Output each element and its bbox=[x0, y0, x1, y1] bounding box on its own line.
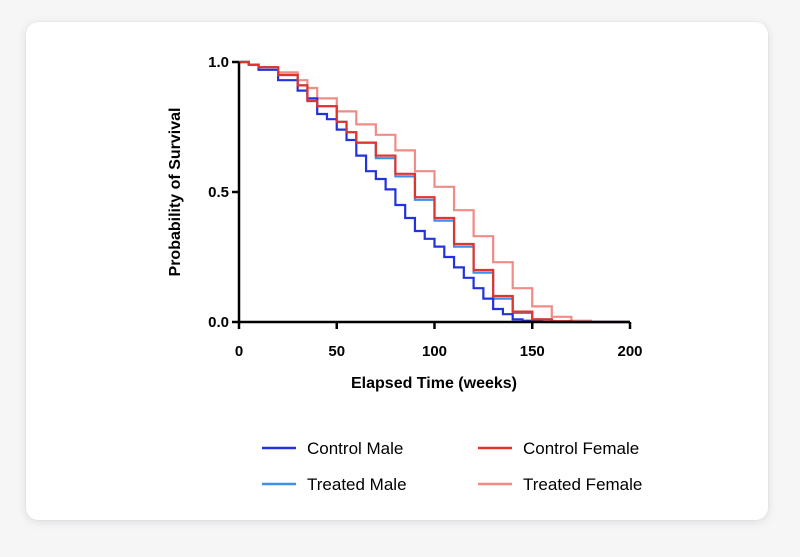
y-tick-label: 1.0 bbox=[208, 54, 229, 71]
y-tick-label: 0.5 bbox=[208, 184, 229, 201]
x-tick-label: 100 bbox=[422, 343, 447, 360]
x-tick-label: 0 bbox=[235, 343, 243, 360]
x-tick-label: 150 bbox=[520, 343, 545, 360]
x-axis-title: Elapsed Time (weeks) bbox=[351, 375, 517, 392]
series-layer bbox=[239, 60, 630, 324]
y-tick-label: 0.0 bbox=[208, 314, 229, 331]
x-tick-label: 200 bbox=[617, 343, 642, 360]
legend: Control Male Control Female Treated Male Tr… bbox=[262, 439, 642, 494]
ticks-layer: 0 50 100 150 200 0.0 0.5 1.0 bbox=[208, 54, 642, 360]
legend-label: Treated Female bbox=[523, 475, 642, 494]
chart-card bbox=[26, 22, 768, 520]
series-line-treated-female bbox=[239, 60, 630, 324]
legend-label: Treated Male bbox=[307, 475, 407, 494]
series-line-treated-male bbox=[239, 60, 630, 324]
series-line-control-female bbox=[239, 60, 630, 324]
legend-label: Control Male bbox=[307, 439, 403, 458]
y-axis-title: Probability of Survival bbox=[167, 108, 184, 277]
series-line-control-male bbox=[239, 60, 630, 324]
x-tick-label: 50 bbox=[328, 343, 345, 360]
axes-layer bbox=[237, 62, 630, 324]
legend-label: Control Female bbox=[523, 439, 639, 458]
